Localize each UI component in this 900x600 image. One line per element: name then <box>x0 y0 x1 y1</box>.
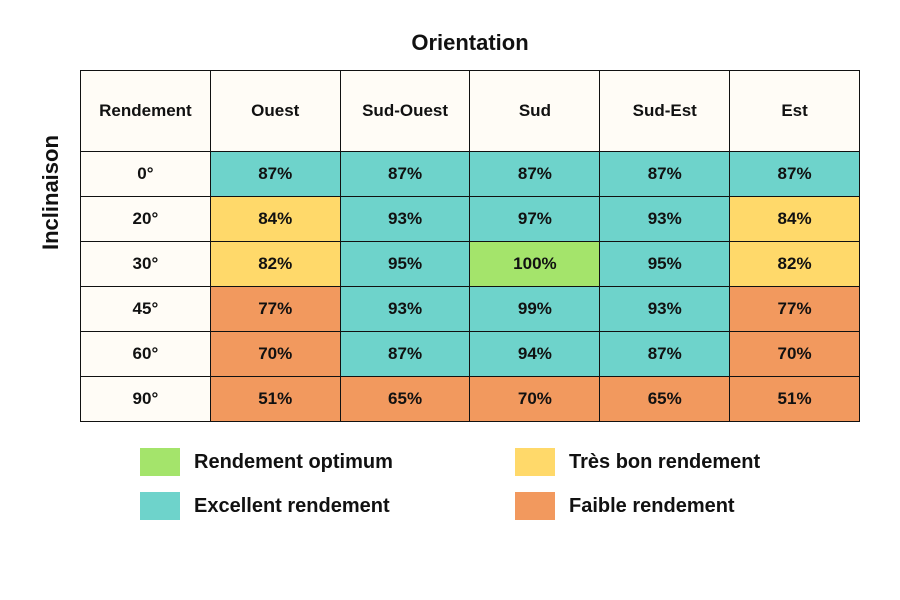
table-row: 90° 51% 65% 70% 65% 51% <box>81 377 860 422</box>
table-row: 20° 84% 93% 97% 93% 84% <box>81 197 860 242</box>
yield-cell: 70% <box>730 332 860 377</box>
yield-cell: 100% <box>470 242 600 287</box>
legend-swatch <box>515 448 555 476</box>
yield-heatmap-table: Rendement Ouest Sud-Ouest Sud Sud-Est Es… <box>80 70 860 422</box>
chart-container: Orientation Rendement Ouest Sud-Ouest Su… <box>80 30 860 520</box>
yield-cell: 84% <box>730 197 860 242</box>
col-header: Ouest <box>210 71 340 152</box>
yield-cell: 70% <box>470 377 600 422</box>
yield-cell: 97% <box>470 197 600 242</box>
yield-cell: 84% <box>210 197 340 242</box>
yield-cell: 87% <box>340 332 470 377</box>
legend: Rendement optimum Très bon rendement Exc… <box>80 448 860 520</box>
row-header: 60° <box>81 332 211 377</box>
yield-cell: 82% <box>210 242 340 287</box>
row-header: 90° <box>81 377 211 422</box>
legend-label: Très bon rendement <box>569 451 760 474</box>
yield-cell: 87% <box>470 152 600 197</box>
legend-item: Excellent rendement <box>140 492 485 520</box>
yield-cell: 95% <box>600 242 730 287</box>
row-header: 20° <box>81 197 211 242</box>
yield-cell: 77% <box>210 287 340 332</box>
table-row: 45° 77% 93% 99% 93% 77% <box>81 287 860 332</box>
yield-cell: 87% <box>600 332 730 377</box>
yield-cell: 87% <box>600 152 730 197</box>
legend-swatch <box>140 492 180 520</box>
row-header: 0° <box>81 152 211 197</box>
corner-header: Rendement <box>81 71 211 152</box>
legend-label: Excellent rendement <box>194 495 390 518</box>
legend-item: Très bon rendement <box>515 448 860 476</box>
col-header: Sud <box>470 71 600 152</box>
row-header: 30° <box>81 242 211 287</box>
axis-label-vertical: Inclinaison <box>38 135 64 250</box>
yield-cell: 82% <box>730 242 860 287</box>
legend-label: Faible rendement <box>569 495 735 518</box>
table-row: 30° 82% 95% 100% 95% 82% <box>81 242 860 287</box>
legend-swatch <box>515 492 555 520</box>
yield-cell: 51% <box>210 377 340 422</box>
yield-cell: 87% <box>340 152 470 197</box>
yield-cell: 51% <box>730 377 860 422</box>
yield-cell: 65% <box>600 377 730 422</box>
yield-cell: 93% <box>340 287 470 332</box>
yield-cell: 70% <box>210 332 340 377</box>
table-row: 60° 70% 87% 94% 87% 70% <box>81 332 860 377</box>
yield-cell: 94% <box>470 332 600 377</box>
yield-cell: 87% <box>210 152 340 197</box>
col-header: Est <box>730 71 860 152</box>
yield-cell: 99% <box>470 287 600 332</box>
yield-cell: 93% <box>600 287 730 332</box>
legend-item: Rendement optimum <box>140 448 485 476</box>
yield-cell: 95% <box>340 242 470 287</box>
legend-item: Faible rendement <box>515 492 860 520</box>
legend-label: Rendement optimum <box>194 451 393 474</box>
yield-cell: 65% <box>340 377 470 422</box>
col-header: Sud-Est <box>600 71 730 152</box>
legend-swatch <box>140 448 180 476</box>
yield-cell: 77% <box>730 287 860 332</box>
yield-cell: 93% <box>340 197 470 242</box>
row-header: 45° <box>81 287 211 332</box>
table-row: 0° 87% 87% 87% 87% 87% <box>81 152 860 197</box>
col-header: Sud-Ouest <box>340 71 470 152</box>
yield-cell: 87% <box>730 152 860 197</box>
axis-label-horizontal: Orientation <box>80 30 860 56</box>
yield-cell: 93% <box>600 197 730 242</box>
